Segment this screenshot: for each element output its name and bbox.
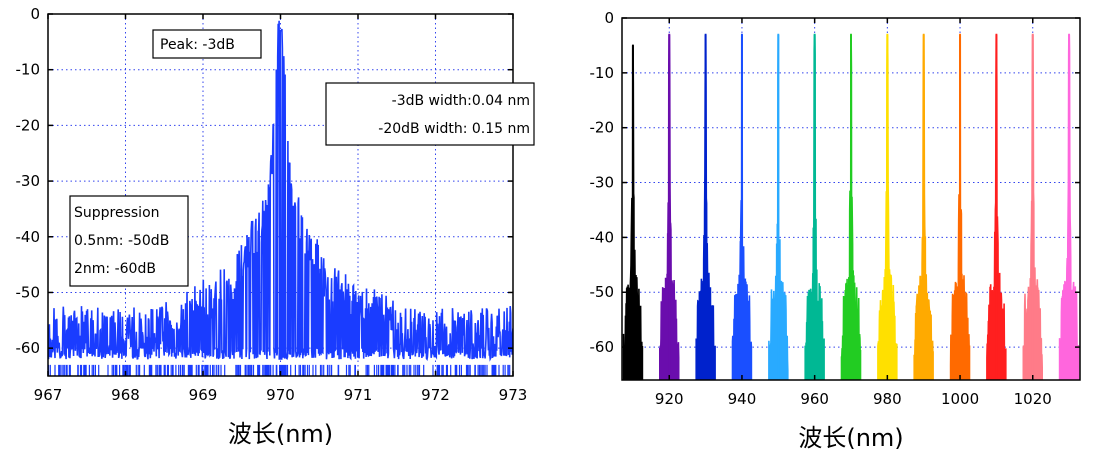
- x-tick-label: 972: [421, 386, 450, 404]
- width-annotation-box: [325, 82, 535, 146]
- y-tick-label: -60: [590, 338, 615, 356]
- width-annotation-line: -3dB width:0.04 nm: [392, 93, 530, 109]
- y-tick-label: -30: [16, 172, 41, 190]
- x-tick-label: 970: [266, 386, 295, 404]
- suppression-annotation-line: Suppression: [74, 205, 160, 221]
- suppression-annotation-line: 2nm: -60dB: [74, 261, 156, 277]
- suppression-annotation-box: [69, 195, 189, 287]
- y-tick-label: -20: [590, 119, 615, 137]
- x-tick-label: 968: [111, 386, 140, 404]
- y-tick-label: -10: [16, 61, 41, 79]
- y-tick-label: -30: [590, 174, 615, 192]
- x-axis-title: 波长(nm): [228, 420, 333, 448]
- spectrum-trace: [48, 20, 513, 362]
- chart-panel-left: 967 968 969 970 971 972 973 0 -10 -20 -30 -40 -50 -60…: [16, 5, 535, 448]
- x-tick-label: 971: [344, 386, 373, 404]
- x-tick-label: 980: [873, 390, 902, 408]
- chart-panel-right: 920 940 960 980 1000 1020 0 -10 -20 -30 -40 -50 -60 波…: [590, 9, 1081, 452]
- x-tick-label: 1020: [1014, 390, 1052, 408]
- spectrum-series-910: [622, 44, 644, 380]
- suppression-annotation-line: 0.5nm: -50dB: [74, 233, 169, 249]
- x-tick-label: 973: [499, 386, 528, 404]
- x-axis-title: 波长(nm): [798, 424, 903, 452]
- peak-annotation-box: [152, 29, 262, 59]
- y-tick-label: -40: [16, 228, 41, 246]
- y-tick-label: 0: [604, 9, 614, 27]
- noise-floor-trace: [48, 364, 511, 376]
- y-tick-label: -10: [590, 64, 615, 82]
- series-group: [48, 20, 513, 376]
- peak-mark: [278, 30, 283, 360]
- width-annotation-line: -20dB width: 0.15 nm: [378, 121, 530, 137]
- peak-annotation: Peak: -3dB: [160, 37, 235, 53]
- x-tick-label: 967: [34, 386, 63, 404]
- y-tick-label: -50: [590, 283, 615, 301]
- x-tick-label: 1000: [941, 390, 979, 408]
- y-tick-label: 0: [30, 5, 40, 23]
- x-tick-label: 940: [728, 390, 757, 408]
- plot-frame: [621, 17, 1081, 381]
- y-tick-label: -60: [16, 339, 41, 357]
- x-tick-label: 960: [800, 390, 829, 408]
- series-group: [622, 33, 1080, 380]
- x-tick-label: 969: [189, 386, 218, 404]
- y-tick-label: -50: [16, 283, 41, 301]
- y-tick-label: -20: [16, 116, 41, 134]
- y-tick-label: -40: [590, 228, 615, 246]
- x-tick-label: 920: [655, 390, 684, 408]
